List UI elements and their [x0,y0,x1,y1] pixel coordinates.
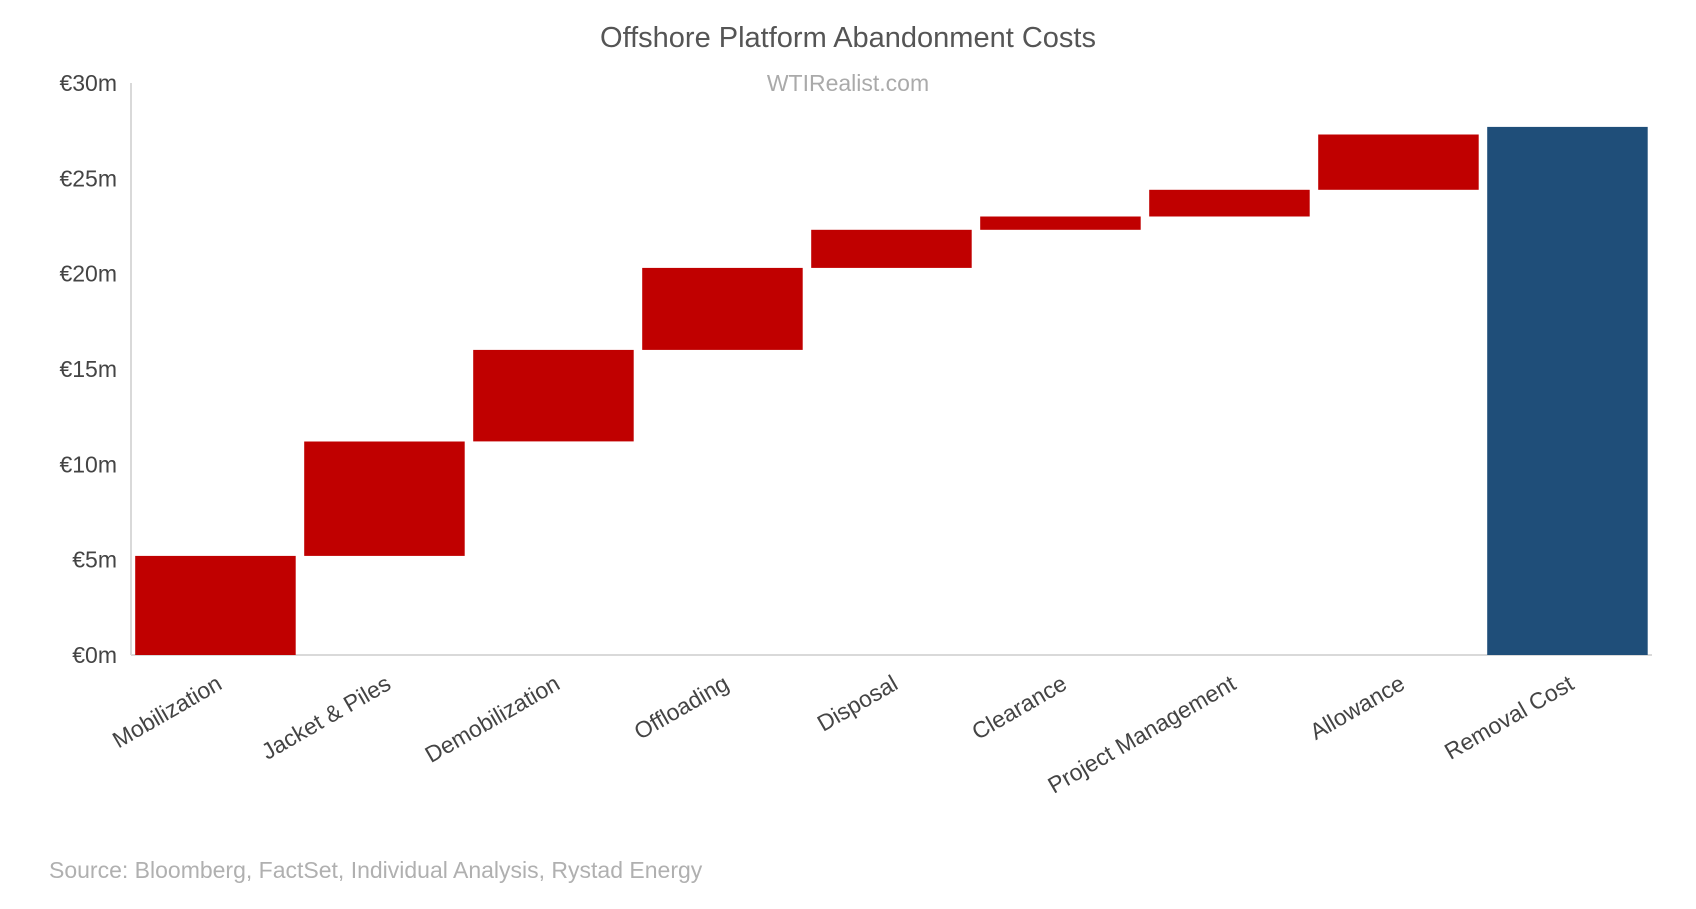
waterfall-bar [980,216,1141,230]
waterfall-bar [304,441,465,556]
source-note: Source: Bloomberg, FactSet, Individual A… [49,857,703,883]
waterfall-bar [473,349,634,442]
y-tick-label: €10m [59,451,117,477]
x-tick-label: Removal Cost [1440,670,1579,765]
waterfall-bar [135,555,296,655]
x-tick-label: Mobilization [108,670,226,753]
waterfall-bar [1149,189,1310,217]
x-tick-label: Allowance [1305,670,1409,745]
waterfall-bar [642,267,803,350]
x-tick-label: Disposal [813,670,902,737]
chart-title: Offshore Platform Abandonment Costs [600,22,1096,54]
x-tick-label: Clearance [967,670,1071,745]
y-tick-label: €0m [72,642,117,668]
total-bar [1487,126,1648,655]
y-tick-label: €5m [72,547,117,573]
chart-subtitle: WTIRealist.com [766,70,930,96]
x-tick-label: Demobilization [420,670,564,768]
waterfall-bar [811,229,972,268]
waterfall-bar [1318,134,1479,190]
x-tick-label: Jacket & Piles [257,670,395,765]
x-tick-label: Project Management [1043,670,1240,799]
y-tick-label: €15m [59,356,117,382]
x-tick-label: Offloading [630,670,733,745]
y-tick-label: €30m [59,70,117,96]
y-tick-label: €25m [59,165,117,191]
y-tick-label: €20m [59,261,117,287]
